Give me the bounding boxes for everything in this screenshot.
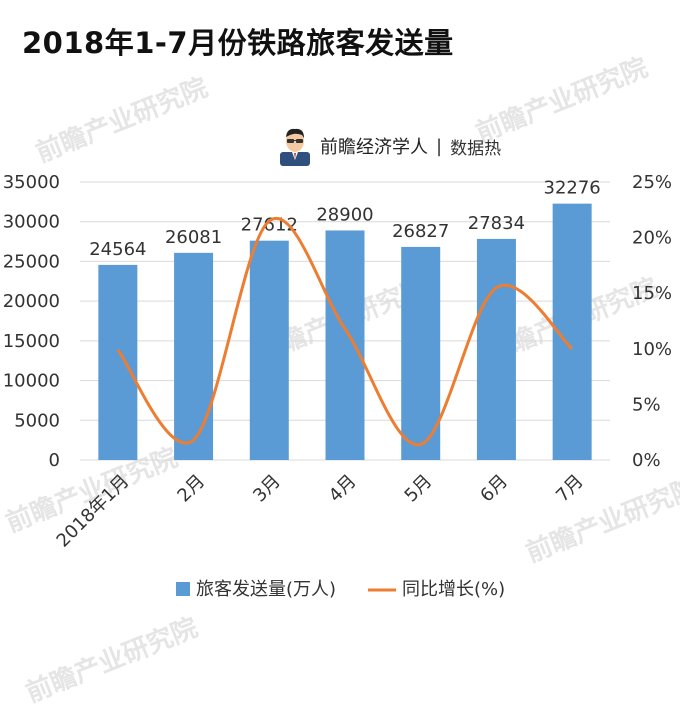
y-left-tick-label: 10000 — [3, 371, 60, 392]
x-tick-label: 5月 — [401, 471, 437, 507]
bar — [477, 239, 516, 460]
y-left-tick-label: 15000 — [3, 331, 60, 352]
y-right-tick-label: 5% — [632, 394, 661, 415]
legend-bar-label: 旅客发送量(万人) — [196, 579, 336, 600]
x-tick-label: 6月 — [476, 471, 512, 507]
y-right-tick-label: 10% — [632, 339, 672, 360]
bar-data-label: 26827 — [392, 221, 449, 242]
legend-bar-swatch — [176, 582, 190, 596]
bar — [98, 265, 137, 460]
x-tick-label: 2018年1月 — [53, 471, 134, 552]
y-right-tick-label: 25% — [632, 172, 672, 193]
y-right-tick-label: 20% — [632, 228, 672, 249]
y-left-tick-label: 30000 — [3, 212, 60, 233]
bar-data-label: 26081 — [165, 227, 222, 248]
bar-data-label: 27834 — [468, 213, 525, 234]
y-left-tick-label: 20000 — [3, 291, 60, 312]
bar — [326, 230, 365, 460]
y-left-tick-label: 0 — [49, 450, 60, 471]
y-right-tick-label: 15% — [632, 283, 672, 304]
bar-data-label: 24564 — [89, 239, 146, 260]
bar-data-label: 28900 — [316, 204, 373, 225]
bar-data-label: 32276 — [544, 178, 601, 199]
y-right-tick-label: 0% — [632, 450, 661, 471]
legend-line-label: 同比增长(%) — [402, 579, 505, 600]
y-left-tick-label: 25000 — [3, 251, 60, 272]
y-left-tick-label: 35000 — [3, 172, 60, 193]
bar — [250, 241, 289, 460]
bar — [174, 253, 213, 460]
y-left-tick-label: 5000 — [14, 410, 60, 431]
x-tick-label: 3月 — [249, 471, 285, 507]
x-tick-label: 4月 — [325, 471, 361, 507]
x-tick-label: 2月 — [173, 471, 209, 507]
x-tick-label: 7月 — [552, 471, 588, 507]
